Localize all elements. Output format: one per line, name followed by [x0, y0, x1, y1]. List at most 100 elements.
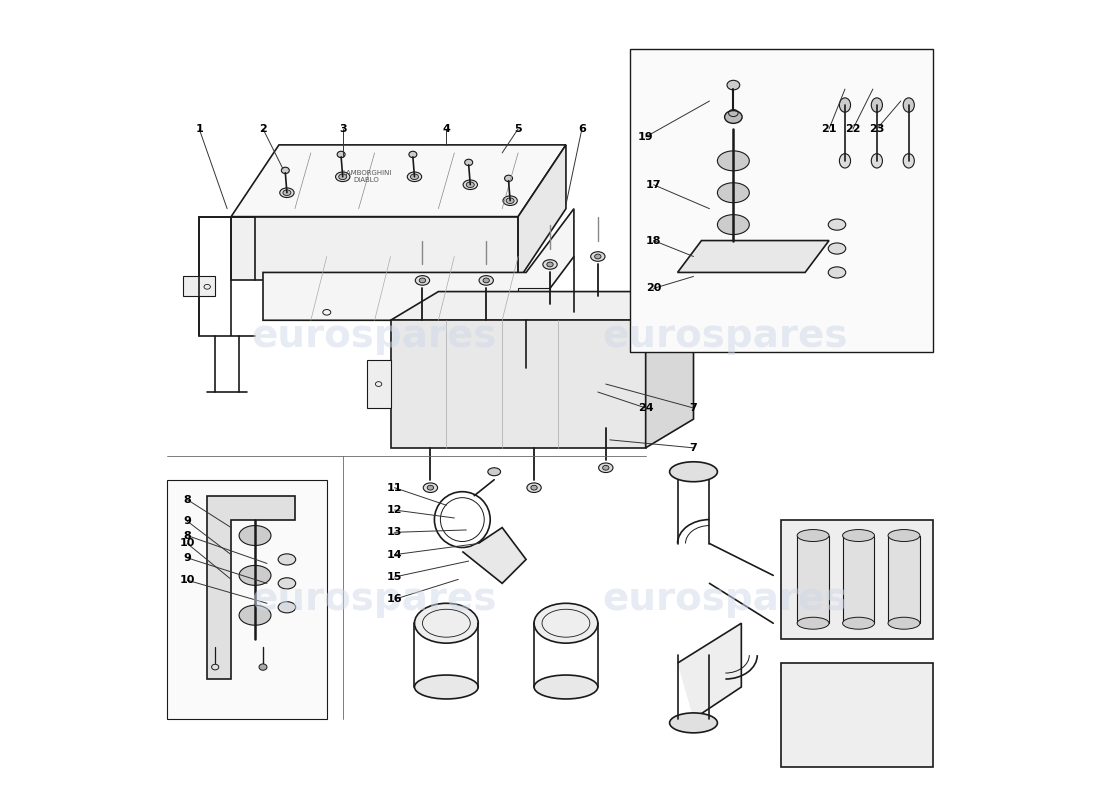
- Text: 24: 24: [638, 403, 653, 413]
- Text: 17: 17: [646, 180, 661, 190]
- Polygon shape: [646, 291, 693, 448]
- Text: 15: 15: [387, 572, 403, 582]
- Text: 21: 21: [822, 124, 837, 134]
- Polygon shape: [678, 623, 741, 719]
- Ellipse shape: [463, 180, 477, 190]
- Polygon shape: [231, 145, 565, 217]
- Ellipse shape: [727, 80, 739, 90]
- Polygon shape: [781, 663, 933, 766]
- Text: 18: 18: [646, 235, 661, 246]
- Ellipse shape: [547, 262, 553, 267]
- Ellipse shape: [839, 98, 850, 112]
- Ellipse shape: [798, 618, 829, 630]
- Text: 23: 23: [869, 124, 884, 134]
- Ellipse shape: [531, 486, 537, 490]
- Ellipse shape: [781, 753, 813, 765]
- Ellipse shape: [427, 486, 433, 490]
- Ellipse shape: [278, 578, 296, 589]
- Text: LAMBORGHINI
DIABLO: LAMBORGHINI DIABLO: [342, 170, 392, 183]
- Ellipse shape: [239, 566, 271, 586]
- Ellipse shape: [843, 618, 874, 630]
- Text: 1: 1: [196, 124, 204, 134]
- Ellipse shape: [903, 154, 914, 168]
- Text: 2: 2: [260, 124, 267, 134]
- Ellipse shape: [409, 151, 417, 158]
- Text: 10: 10: [179, 575, 195, 585]
- Text: 5: 5: [515, 124, 521, 134]
- Ellipse shape: [903, 98, 914, 112]
- Ellipse shape: [871, 154, 882, 168]
- Text: 16: 16: [387, 594, 403, 604]
- Ellipse shape: [781, 665, 813, 677]
- Ellipse shape: [798, 530, 829, 542]
- Text: 11: 11: [387, 482, 403, 493]
- Text: 7: 7: [690, 443, 697, 453]
- Ellipse shape: [591, 252, 605, 262]
- Ellipse shape: [416, 276, 430, 285]
- Ellipse shape: [336, 172, 350, 182]
- Polygon shape: [390, 320, 646, 448]
- Text: 14: 14: [387, 550, 403, 560]
- Bar: [781, 671, 813, 758]
- Bar: [826, 671, 858, 758]
- Ellipse shape: [258, 664, 267, 670]
- Ellipse shape: [487, 468, 500, 476]
- Ellipse shape: [595, 254, 601, 259]
- Ellipse shape: [339, 174, 346, 179]
- Ellipse shape: [872, 665, 904, 677]
- Polygon shape: [231, 217, 518, 281]
- Ellipse shape: [478, 276, 494, 285]
- Polygon shape: [462, 527, 526, 583]
- Polygon shape: [366, 360, 390, 408]
- Ellipse shape: [535, 603, 597, 643]
- Text: eurospares: eurospares: [252, 580, 497, 618]
- Ellipse shape: [826, 753, 858, 765]
- Ellipse shape: [415, 603, 478, 643]
- Polygon shape: [678, 241, 829, 273]
- Bar: [518, 288, 550, 304]
- Ellipse shape: [505, 175, 513, 182]
- Text: 9: 9: [184, 553, 191, 563]
- Text: 20: 20: [646, 283, 661, 294]
- Ellipse shape: [410, 174, 418, 179]
- Ellipse shape: [282, 167, 289, 174]
- Ellipse shape: [717, 214, 749, 234]
- Ellipse shape: [725, 110, 742, 123]
- Ellipse shape: [466, 182, 474, 187]
- Ellipse shape: [506, 198, 514, 203]
- Bar: [843, 535, 874, 623]
- Polygon shape: [390, 291, 693, 320]
- Ellipse shape: [283, 190, 290, 195]
- Ellipse shape: [598, 463, 613, 473]
- Polygon shape: [518, 145, 565, 281]
- Ellipse shape: [337, 151, 345, 158]
- Ellipse shape: [527, 483, 541, 493]
- Ellipse shape: [239, 606, 271, 626]
- Ellipse shape: [542, 260, 558, 270]
- Text: eurospares: eurospares: [252, 318, 497, 355]
- Bar: [872, 671, 904, 758]
- Text: 19: 19: [638, 132, 653, 142]
- Bar: [798, 535, 829, 623]
- Text: 4: 4: [442, 124, 450, 134]
- Text: 12: 12: [387, 505, 403, 515]
- Bar: [167, 480, 327, 719]
- Ellipse shape: [415, 675, 478, 699]
- Text: 8: 8: [184, 530, 191, 541]
- Ellipse shape: [826, 665, 858, 677]
- Ellipse shape: [828, 219, 846, 230]
- Ellipse shape: [535, 675, 597, 699]
- Bar: [184, 277, 216, 296]
- Ellipse shape: [843, 530, 874, 542]
- Text: 8: 8: [184, 494, 191, 505]
- Ellipse shape: [278, 554, 296, 565]
- Ellipse shape: [278, 602, 296, 613]
- Text: 22: 22: [845, 124, 860, 134]
- Ellipse shape: [888, 530, 920, 542]
- Ellipse shape: [419, 278, 426, 283]
- Text: 3: 3: [339, 124, 346, 134]
- Text: eurospares: eurospares: [603, 580, 848, 618]
- Ellipse shape: [717, 151, 749, 170]
- Ellipse shape: [828, 243, 846, 254]
- Ellipse shape: [464, 159, 473, 166]
